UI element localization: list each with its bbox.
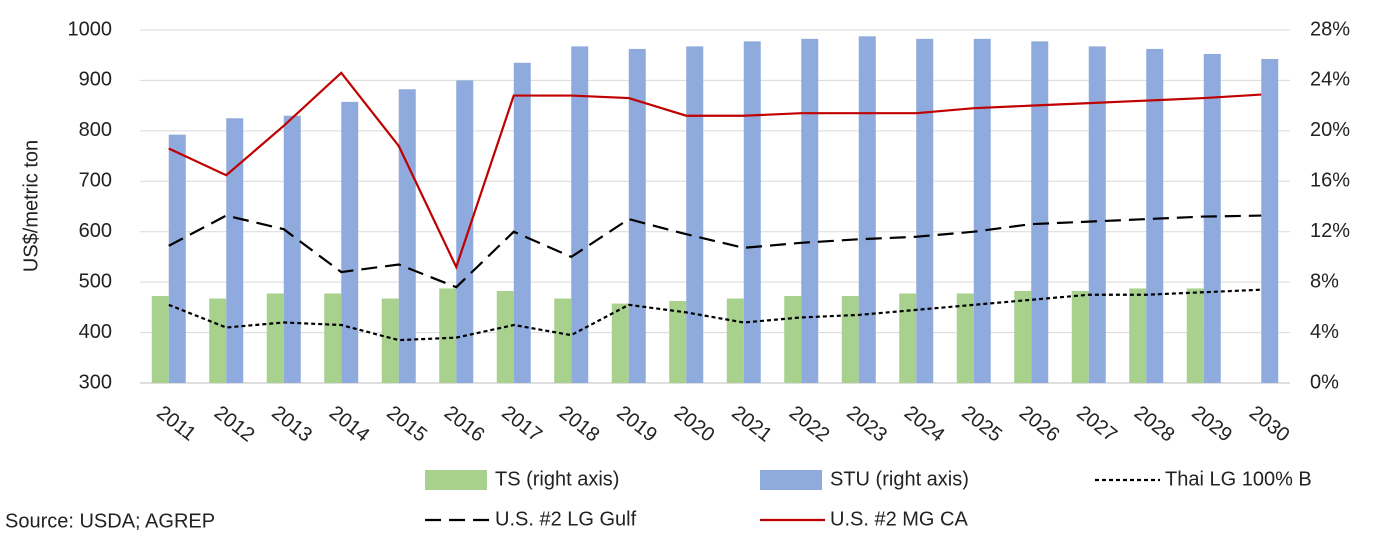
bar bbox=[151, 296, 169, 383]
x-tick-label: 2025 bbox=[957, 402, 1006, 447]
bar bbox=[858, 36, 876, 384]
bar bbox=[669, 301, 687, 383]
bar bbox=[628, 48, 646, 384]
bar bbox=[283, 115, 301, 383]
y2-tick-label: 28% bbox=[1310, 18, 1350, 40]
bar bbox=[209, 298, 227, 383]
x-tick-label: 2027 bbox=[1072, 402, 1121, 447]
x-tick-label: 2017 bbox=[497, 402, 546, 447]
x-tick-label: 2015 bbox=[382, 402, 431, 447]
line-series bbox=[168, 214, 1262, 289]
bar bbox=[398, 89, 416, 383]
y-tick-label: 800 bbox=[79, 119, 112, 141]
bar bbox=[973, 38, 991, 383]
bar bbox=[1031, 41, 1049, 383]
x-tick-label: 2012 bbox=[210, 402, 259, 447]
line-series bbox=[168, 71, 1262, 270]
bar bbox=[381, 298, 399, 383]
x-tick-label: 2014 bbox=[325, 402, 374, 447]
legend-label: U.S. #2 MG CA bbox=[830, 508, 968, 530]
y-axis-label: US$/metric ton bbox=[20, 140, 42, 272]
bar bbox=[743, 41, 761, 383]
bar bbox=[1014, 290, 1032, 383]
bar bbox=[841, 296, 859, 383]
x-tick-label: 2029 bbox=[1187, 402, 1236, 447]
bar bbox=[554, 298, 572, 383]
y2-tick-label: 0% bbox=[1310, 371, 1339, 393]
y-tick-label: 400 bbox=[79, 321, 112, 343]
x-tick-label: 2022 bbox=[785, 402, 834, 447]
bar bbox=[266, 293, 284, 383]
y2-tick-label: 20% bbox=[1310, 119, 1350, 141]
x-tick-label: 2028 bbox=[1130, 402, 1179, 447]
x-tick-label: 2021 bbox=[727, 402, 776, 447]
y2-tick-label: 24% bbox=[1310, 69, 1350, 91]
x-tick-label: 2018 bbox=[555, 402, 604, 447]
bar bbox=[513, 62, 531, 384]
bar bbox=[496, 290, 514, 383]
y-tick-label: 600 bbox=[79, 220, 112, 242]
bar bbox=[1261, 58, 1279, 383]
legend-label: U.S. #2 LG Gulf bbox=[495, 508, 637, 530]
bar bbox=[611, 303, 629, 383]
bar bbox=[899, 293, 917, 383]
bar bbox=[1146, 48, 1164, 384]
y-tick-label: 300 bbox=[79, 371, 112, 393]
bar bbox=[1129, 288, 1147, 383]
legend-swatch bbox=[760, 470, 822, 490]
x-tick-label: 2016 bbox=[440, 402, 489, 447]
bar bbox=[956, 293, 974, 383]
bar bbox=[226, 118, 244, 383]
y-tick-label: 1000 bbox=[68, 18, 113, 40]
bar bbox=[916, 38, 934, 383]
bar bbox=[341, 101, 359, 383]
y2-tick-label: 12% bbox=[1310, 220, 1350, 242]
bar bbox=[1071, 290, 1089, 383]
x-tick-label: 2019 bbox=[612, 402, 661, 447]
line-series bbox=[168, 288, 1262, 342]
bar bbox=[1186, 288, 1204, 383]
y2-tick-label: 16% bbox=[1310, 170, 1350, 192]
bar bbox=[439, 288, 457, 383]
bar bbox=[801, 38, 819, 383]
x-tick-label: 2011 bbox=[152, 402, 199, 446]
y-tick-label: 500 bbox=[79, 270, 112, 292]
y-tick-label: 700 bbox=[79, 170, 112, 192]
bar bbox=[784, 296, 802, 383]
x-tick-label: 2013 bbox=[267, 402, 316, 447]
bar bbox=[1203, 53, 1221, 383]
bar bbox=[686, 46, 704, 384]
x-tick-label: 2030 bbox=[1245, 402, 1294, 447]
bar bbox=[571, 46, 589, 384]
legend-label: TS (right axis) bbox=[495, 468, 619, 490]
x-tick-label: 2024 bbox=[900, 402, 949, 447]
x-tick-label: 2023 bbox=[842, 402, 891, 447]
legend-label: Thai LG 100% B bbox=[1165, 468, 1312, 490]
bar bbox=[1088, 46, 1106, 384]
legend-label: STU (right axis) bbox=[830, 468, 969, 490]
source-note: Source: USDA; AGREP bbox=[5, 510, 215, 532]
bar bbox=[726, 298, 744, 383]
bar bbox=[456, 80, 474, 383]
x-tick-label: 2026 bbox=[1015, 402, 1064, 447]
y-tick-label: 900 bbox=[79, 69, 112, 91]
legend-swatch bbox=[425, 470, 487, 490]
bar bbox=[324, 293, 342, 383]
bar bbox=[168, 134, 186, 383]
y2-tick-label: 8% bbox=[1310, 270, 1339, 292]
x-tick-label: 2020 bbox=[670, 402, 719, 447]
y2-tick-label: 4% bbox=[1310, 321, 1339, 343]
